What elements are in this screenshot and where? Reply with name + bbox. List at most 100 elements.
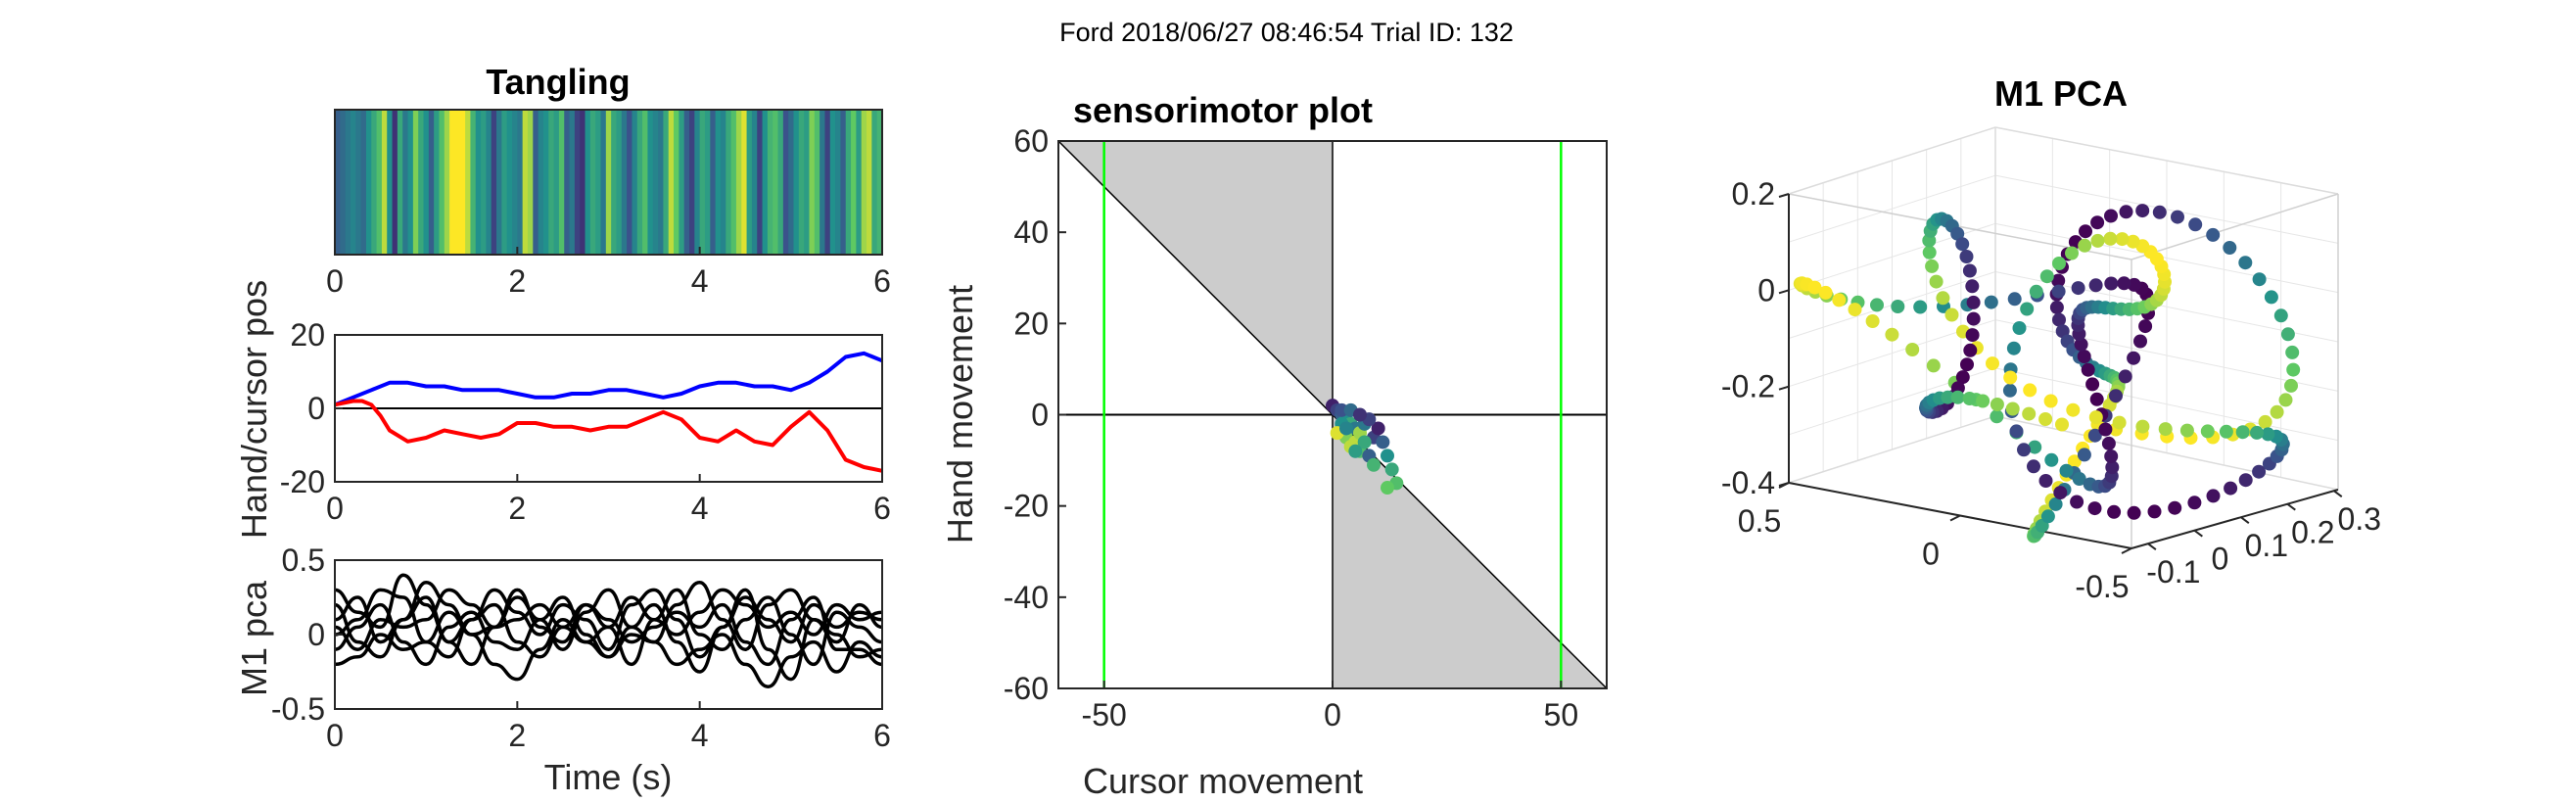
trajectory-point <box>2067 454 2082 469</box>
trajectory-point <box>2087 428 2102 443</box>
trajectory-point <box>2074 337 2088 352</box>
sensorimotor-point <box>1353 407 1367 422</box>
trajectory-point <box>2079 224 2092 239</box>
trajectory-point <box>2003 370 2018 385</box>
tangling-cell <box>605 110 612 255</box>
m1-pca-3d-trajectory <box>1793 204 2301 543</box>
y-tick-label: 0 <box>1031 398 1049 433</box>
tangling-x-ticks: 0 2 4 6 <box>326 247 891 299</box>
trajectory-point <box>2238 256 2253 270</box>
trajectory-point <box>2219 424 2233 439</box>
trajectory-point <box>2098 422 2113 437</box>
x-tick-label: 4 <box>691 718 709 753</box>
trajectory-point <box>1965 328 1980 343</box>
x-tick-label: 2 <box>508 491 526 526</box>
y-tick-label: 0.5 <box>1738 503 1781 539</box>
trajectory-point <box>2040 509 2055 524</box>
tangling-cell <box>522 110 529 255</box>
tangling-cell <box>454 110 461 255</box>
z-tick-label: -0.4 <box>1721 465 1775 500</box>
x-tick-label: 2 <box>508 718 526 753</box>
trajectory-point <box>2280 327 2295 342</box>
tangling-cell <box>538 110 544 255</box>
tangling-cell <box>574 110 581 255</box>
trajectory-point <box>2112 415 2127 430</box>
trajectory-point <box>2052 257 2066 270</box>
y-tick-mark <box>2121 547 2132 554</box>
sensorimotor-point <box>1381 481 1394 496</box>
tangling-cell <box>720 110 726 255</box>
trajectory-point <box>1925 259 1940 273</box>
tangling-cell <box>444 110 450 255</box>
y-tick-label: -40 <box>1004 580 1049 615</box>
tangling-cell <box>616 110 623 255</box>
trajectory-point <box>1922 245 1937 260</box>
tangling-cell <box>767 110 773 255</box>
sensorimotor-point <box>1381 449 1394 463</box>
y-tick-label: -60 <box>1004 671 1049 706</box>
tangling-heatmap <box>335 110 883 255</box>
trajectory-point <box>1990 398 2004 411</box>
trajectory-point <box>1986 356 1999 371</box>
trajectory-point <box>2104 276 2119 291</box>
tangling-cell <box>345 110 351 255</box>
tangling-cell <box>439 110 445 255</box>
y-tick-mark <box>1949 514 1961 522</box>
trajectory-point <box>2088 278 2103 293</box>
box-edge <box>1994 415 2339 491</box>
trajectory-point <box>2038 412 2053 426</box>
trajectory-point <box>1960 357 1974 372</box>
sensorimotor-panel: sensorimotor plot -50 0 50 60 40 20 0 -20 -40 -60… <box>940 90 1608 801</box>
tangling-cell <box>350 110 356 255</box>
trajectory-point <box>2043 394 2058 408</box>
tangling-cell <box>517 110 524 255</box>
hand-movement-ylabel: Hand movement <box>940 285 980 543</box>
trajectory-point <box>2138 319 2153 334</box>
tangling-cell <box>798 110 805 255</box>
tangling-cell <box>845 110 852 255</box>
trajectory-point <box>2017 443 2031 457</box>
hand-position-line <box>334 351 883 407</box>
tangling-cell <box>392 110 398 255</box>
trajectory-point <box>1941 390 1955 404</box>
tangling-cell <box>434 110 441 255</box>
trajectory-point <box>2127 277 2141 292</box>
tangling-cell <box>397 110 403 255</box>
tangling-cell <box>782 110 789 255</box>
trajectory-point <box>1832 293 1847 307</box>
tangling-cell <box>777 110 784 255</box>
tangling-cell <box>636 110 643 255</box>
hand-cursor-ylabel: Hand/cursor pos <box>234 280 274 539</box>
trajectory-point <box>2188 217 2203 232</box>
tangling-cell <box>715 110 722 255</box>
tangling-cell <box>553 110 560 255</box>
trajectory-point <box>2235 425 2250 440</box>
tangling-cell <box>412 110 419 255</box>
tangling-cell <box>580 110 586 255</box>
tangling-cell <box>533 110 539 255</box>
trajectory-point <box>1966 295 1981 309</box>
tangling-cell <box>407 110 414 255</box>
trajectory-point <box>2051 284 2066 299</box>
x-tick-label: 0 <box>326 718 344 753</box>
tangling-cell <box>689 110 695 255</box>
trajectory-point <box>2284 378 2298 393</box>
x-tick-label: 4 <box>691 263 709 299</box>
x-tick-label: -0.1 <box>2146 554 2200 590</box>
tangling-cell <box>751 110 758 255</box>
tangling-cell <box>840 110 847 255</box>
tangling-cell <box>829 110 836 255</box>
trajectory-point <box>2005 402 2020 416</box>
tangling-cell <box>558 110 565 255</box>
trajectory-point <box>2023 383 2037 398</box>
sensorimotor-point <box>1384 462 1399 477</box>
sensorimotor-point <box>1371 421 1385 436</box>
trajectory-point <box>2055 417 2069 432</box>
tangling-cell <box>496 110 502 255</box>
tangling-cell <box>600 110 607 255</box>
axis-line <box>2131 489 2339 549</box>
tangling-cell <box>371 110 378 255</box>
sensorimotor-point <box>1357 435 1372 449</box>
trajectory-point <box>2104 449 2119 463</box>
